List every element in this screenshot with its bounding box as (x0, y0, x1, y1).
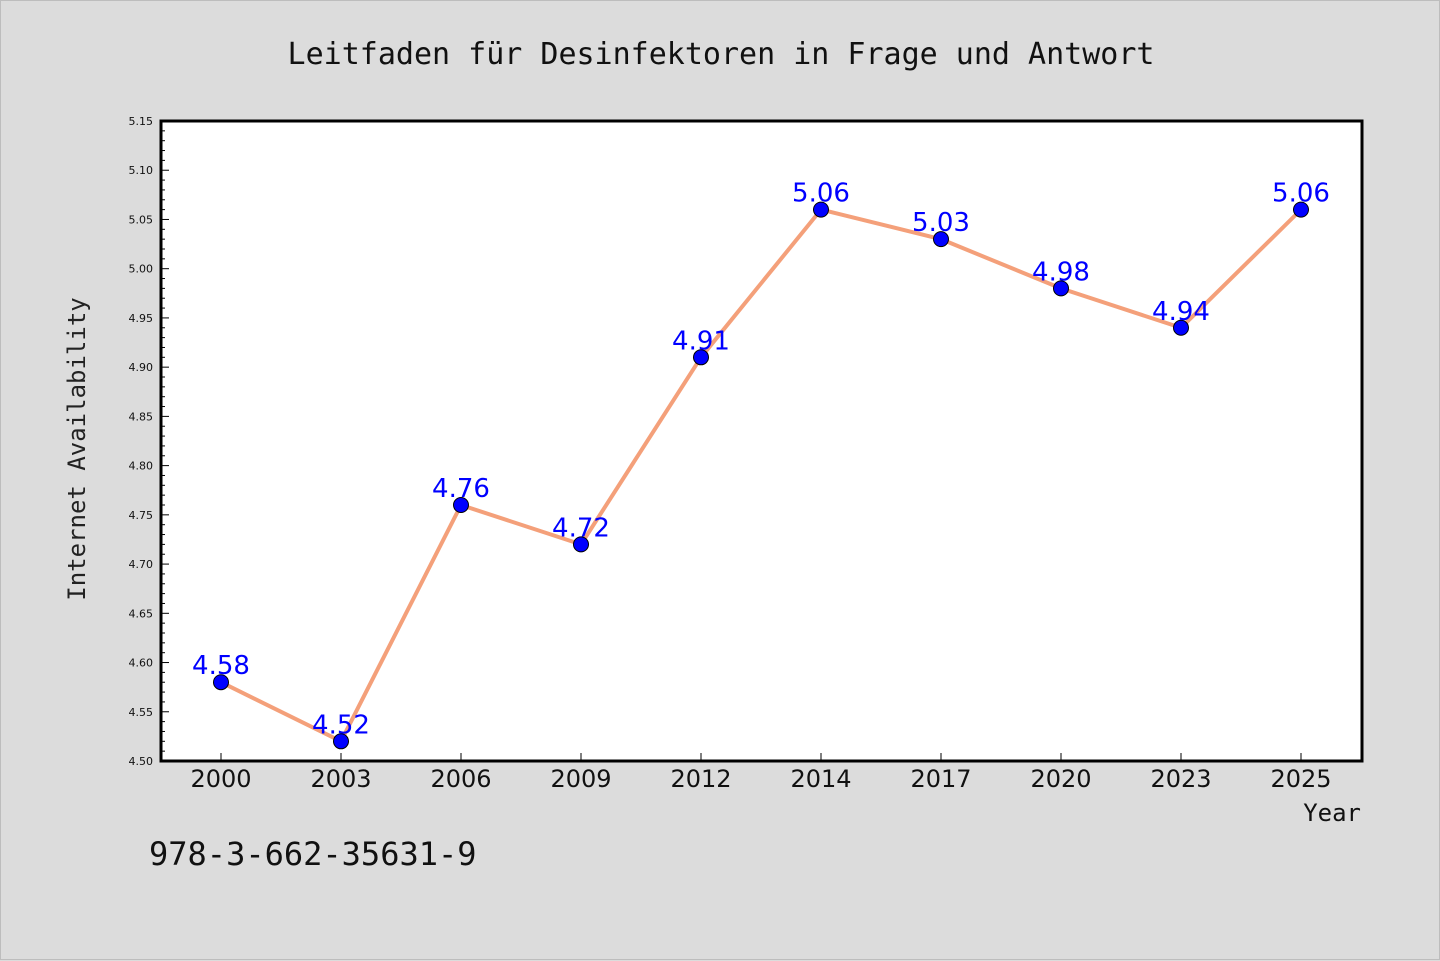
data-label: 4.72 (552, 513, 610, 543)
y-tick-label: 5.10 (129, 164, 154, 177)
data-label: 4.91 (672, 326, 730, 356)
data-label: 4.94 (1152, 297, 1210, 327)
y-tick-label: 5.15 (129, 115, 154, 128)
data-point (813, 201, 829, 218)
data-point (333, 733, 349, 750)
x-axis-label: Year (1303, 799, 1361, 827)
x-tick-label: 2006 (430, 765, 491, 793)
series-line (220, 207, 1303, 744)
x-tick-label: 2012 (670, 765, 731, 793)
data-label: 4.76 (432, 474, 490, 504)
y-axis-label: Internet Availability (63, 297, 91, 600)
x-tick-label: 2000 (190, 765, 251, 793)
data-label: 5.06 (1272, 179, 1330, 209)
plot-area (159, 119, 1364, 763)
data-point (933, 231, 949, 248)
chart-title: Leitfaden für Desinfektoren in Frage und… (288, 37, 1155, 72)
x-tick-label: 2017 (910, 765, 971, 793)
y-tick-label: 4.60 (129, 657, 154, 670)
series-layer (213, 201, 1309, 750)
y-axis: 4.50 4.55 4.60 4.65 4.70 4.75 4.80 4.85 4.90 4.95… (129, 115, 169, 768)
x-tick-label: 2025 (1270, 765, 1331, 793)
x-tick-label: 2020 (1030, 765, 1091, 793)
data-label: 4.98 (1032, 257, 1090, 287)
data-point (1293, 201, 1309, 218)
y-tick-label: 4.95 (129, 312, 154, 325)
data-point (1173, 319, 1189, 336)
isbn-text: 978-3-662-35631-9 (149, 835, 477, 873)
x-axis: 2000 2003 2006 2009 2012 2014 2017 2020 2023 2025 (190, 753, 1332, 793)
data-point (453, 497, 469, 513)
data-label: 5.03 (912, 208, 970, 238)
y-tick-label: 4.50 (129, 755, 154, 768)
data-label: 4.52 (312, 710, 370, 740)
data-label: 5.06 (792, 179, 850, 209)
y-tick-label: 4.85 (129, 410, 154, 423)
y-tick-label: 4.65 (129, 607, 154, 620)
x-tick-label: 2023 (1150, 765, 1211, 793)
y-tick-label: 4.75 (129, 509, 154, 522)
data-point (573, 536, 589, 553)
y-tick-label: 5.00 (129, 263, 154, 276)
y-tick-label: 4.55 (129, 706, 154, 719)
y-tick-label: 5.05 (129, 213, 154, 226)
x-tick-label: 2003 (310, 765, 371, 793)
data-label: 4.58 (192, 651, 250, 681)
y-tick-label: 4.70 (129, 558, 154, 571)
y-tick-label: 4.90 (129, 361, 154, 374)
data-point (693, 349, 709, 366)
data-labels: 4.58 4.52 4.76 4.72 4.91 5.06 5.03 4.98 4.94 5.06 (192, 179, 1330, 741)
data-point (213, 674, 229, 691)
data-point (1053, 280, 1069, 297)
y-tick-label: 4.80 (129, 460, 154, 473)
x-tick-label: 2014 (790, 765, 851, 793)
x-tick-label: 2009 (550, 765, 611, 793)
